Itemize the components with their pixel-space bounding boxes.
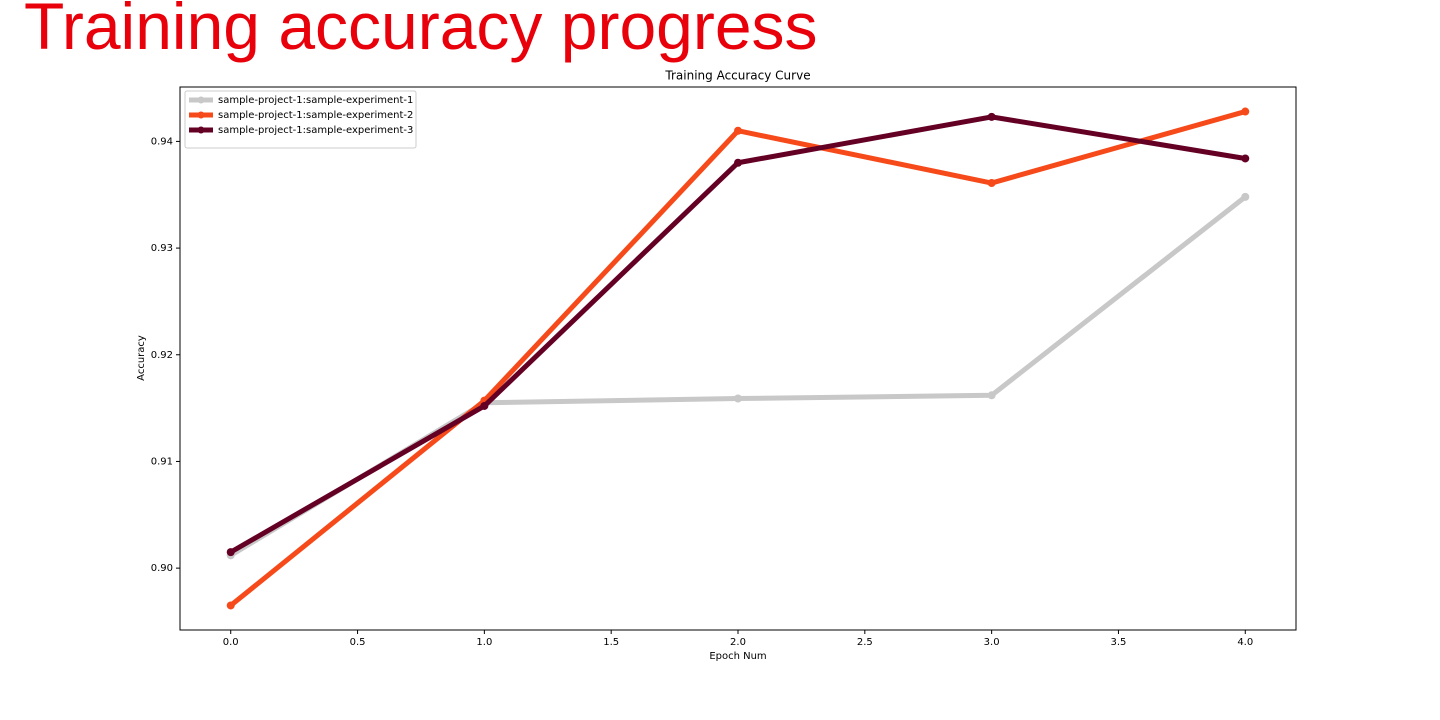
- series-line: [229, 109, 1246, 608]
- legend: sample-project-1:sample-experiment-1 samp…: [184, 90, 417, 149]
- series-line: [229, 194, 1247, 558]
- legend-label: sample-project-1:sample-experiment-2: [218, 110, 413, 121]
- data-point: [987, 112, 996, 121]
- legend-marker: [197, 111, 205, 119]
- legend-label: sample-project-1:sample-experiment-1: [218, 95, 413, 106]
- data-point: [1241, 192, 1250, 201]
- data-point: [226, 548, 235, 557]
- x-tick-label: 1.5: [603, 637, 619, 648]
- y-tick-label: 0.92: [151, 350, 173, 361]
- y-tick-label: 0.93: [151, 243, 173, 254]
- x-tick-label: 3.5: [1111, 637, 1127, 648]
- legend-label: sample-project-1:sample-experiment-3: [218, 125, 413, 136]
- page-heading: Training accuracy progress: [24, 0, 818, 63]
- data-point: [734, 126, 742, 135]
- data-point: [1241, 107, 1250, 116]
- legend-box: [184, 90, 417, 149]
- legend-marker: [197, 126, 205, 134]
- chart-title: Training Accuracy Curve: [664, 69, 810, 83]
- y-tick-label: 0.94: [151, 136, 173, 147]
- data-point: [734, 394, 742, 403]
- data-point: [734, 158, 742, 167]
- x-tick-label: 0.5: [350, 637, 366, 648]
- data-point: [226, 601, 235, 610]
- plot-frame: [179, 86, 1297, 631]
- y-axis-label: Accuracy: [136, 335, 147, 381]
- data-point: [1241, 154, 1250, 163]
- x-tick-label: 2.0: [730, 637, 746, 648]
- data-point: [987, 391, 996, 400]
- data-point: [480, 401, 489, 410]
- legend-marker: [197, 96, 205, 104]
- x-tick-label: 4.0: [1237, 637, 1253, 648]
- y-tick-label: 0.91: [151, 456, 173, 467]
- series-line: [229, 114, 1246, 555]
- y-tick-label: 0.90: [151, 563, 173, 574]
- data-point: [987, 179, 996, 188]
- x-tick-label: 2.5: [857, 637, 873, 648]
- x-tick-label: 3.0: [984, 637, 1000, 648]
- x-axis-label: Epoch Num: [709, 651, 766, 662]
- x-tick-label: 0.0: [223, 637, 239, 648]
- x-tick-label: 1.0: [476, 637, 492, 648]
